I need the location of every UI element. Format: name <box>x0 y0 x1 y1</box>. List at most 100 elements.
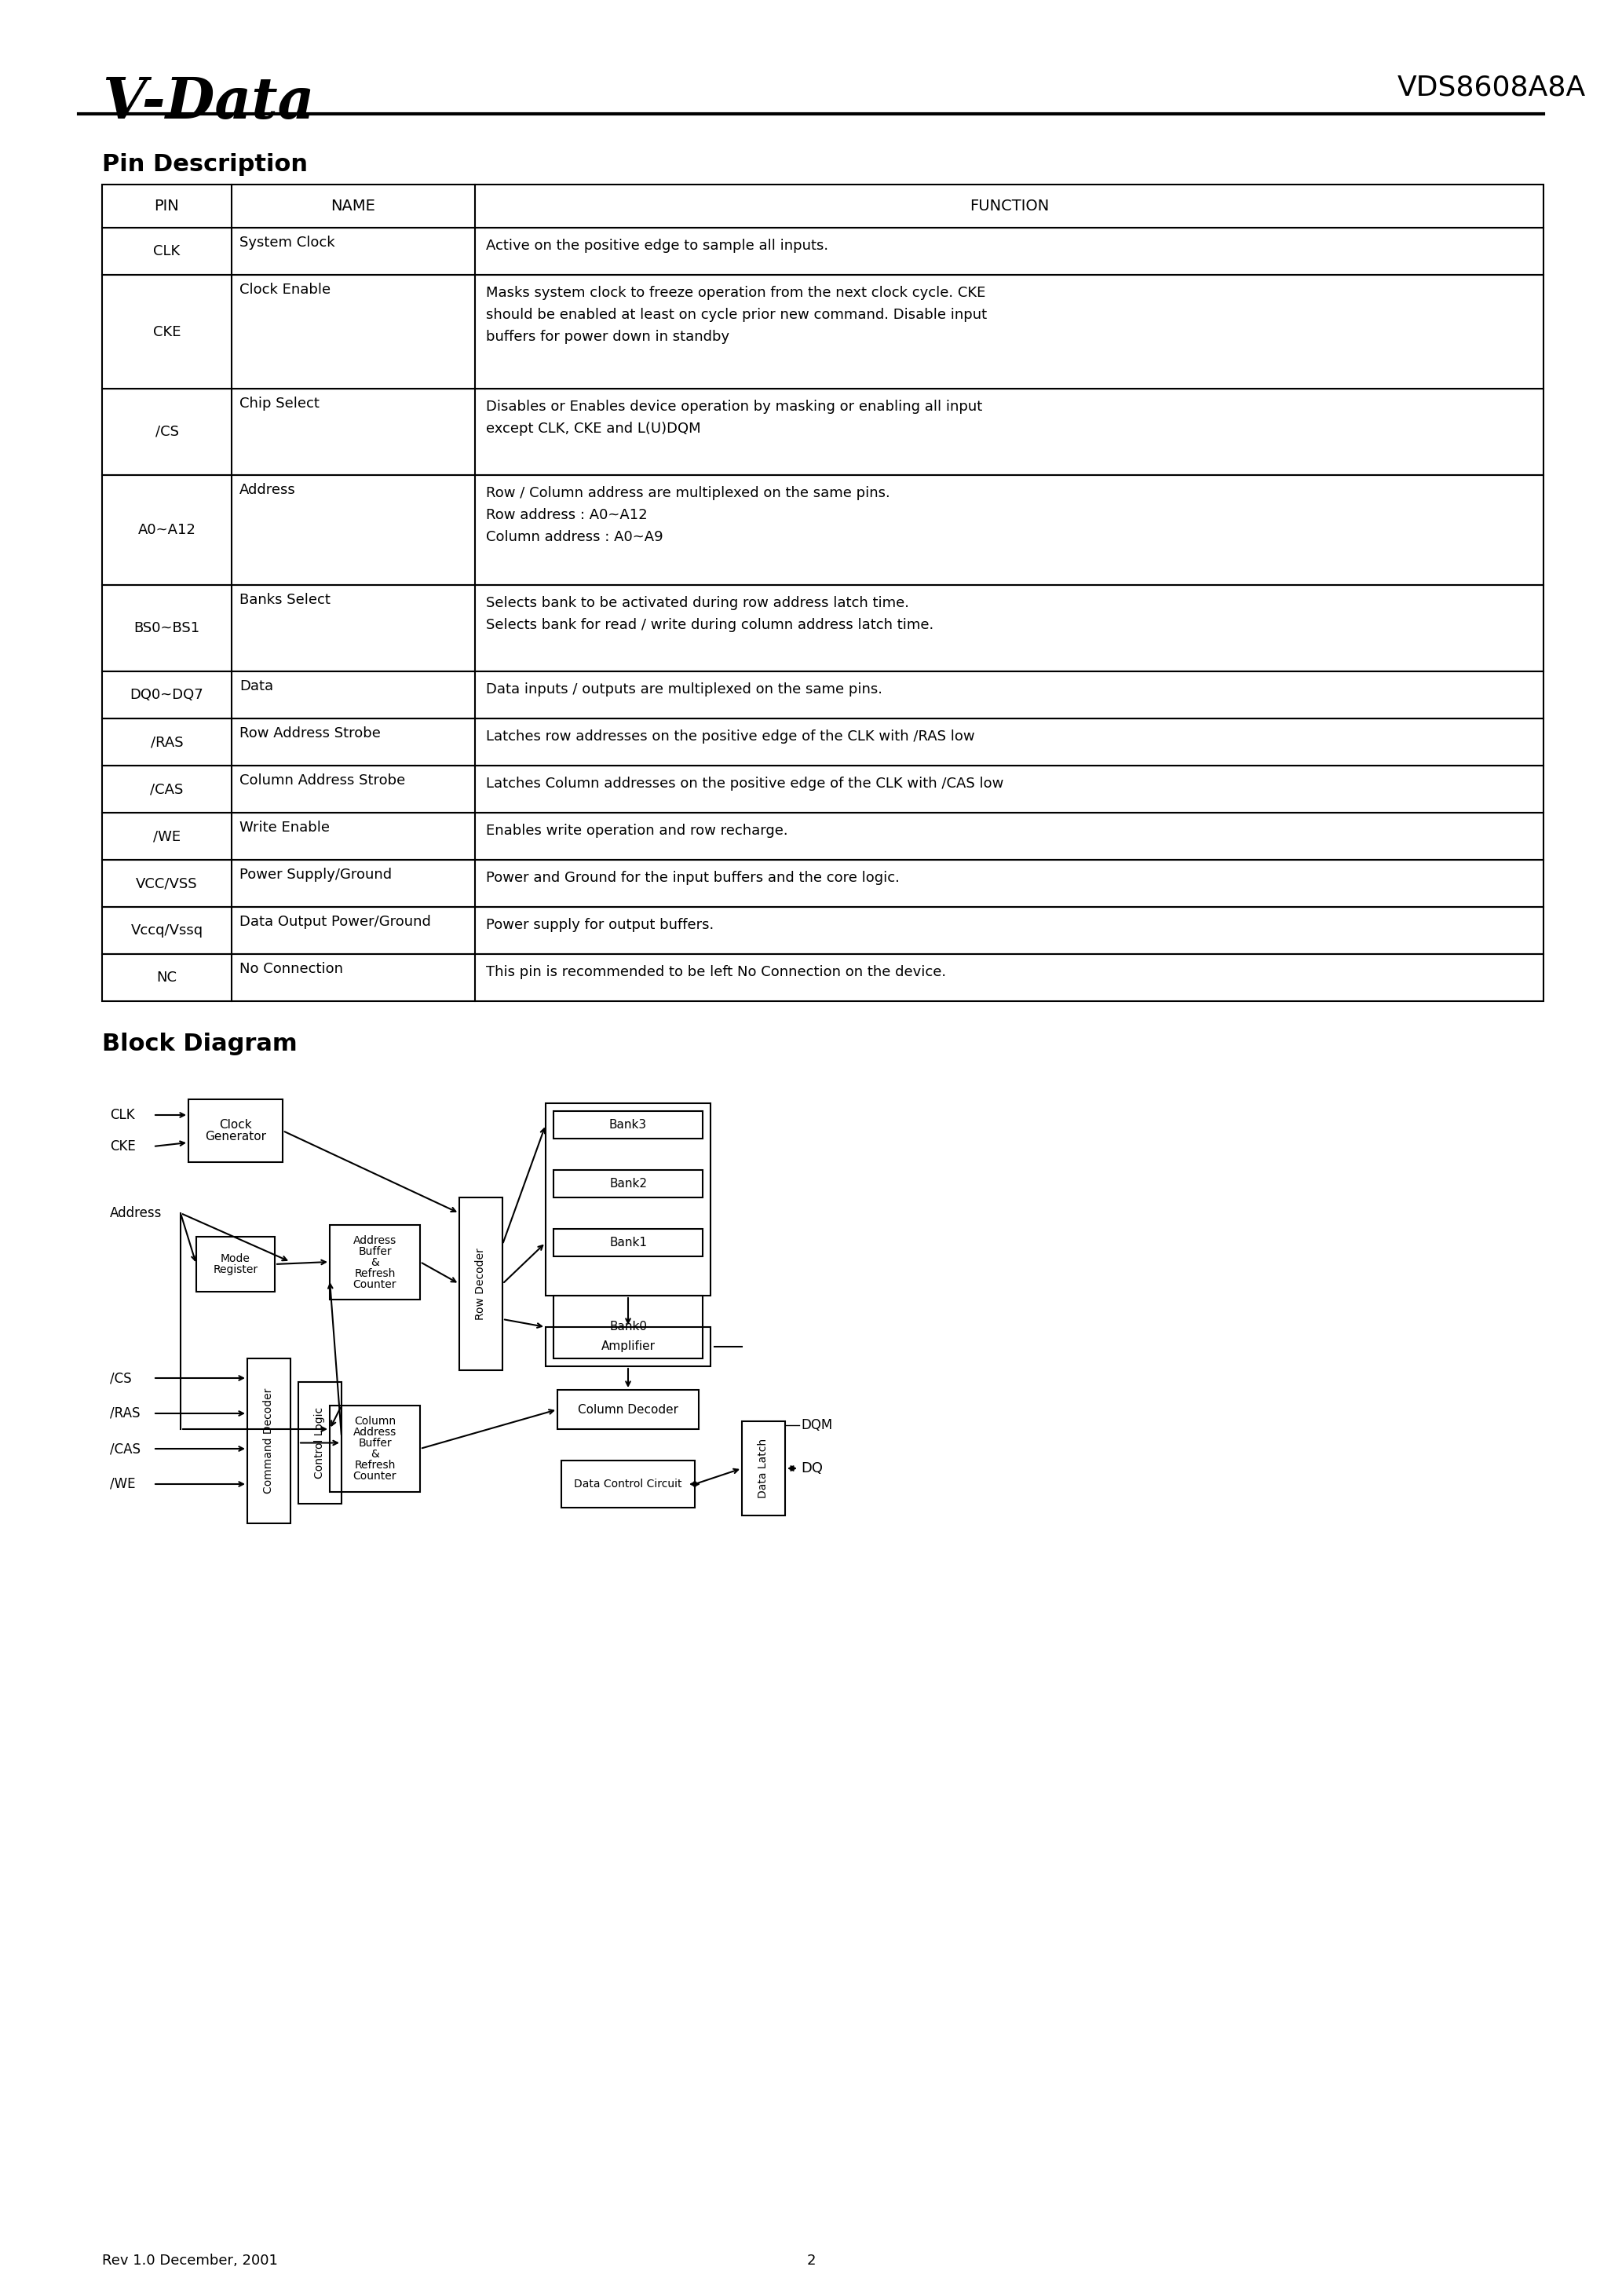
Text: /RAS: /RAS <box>110 1407 139 1421</box>
Bar <box>102 859 1544 907</box>
Text: Counter: Counter <box>354 1472 397 1481</box>
Text: NAME: NAME <box>331 200 376 214</box>
Text: Refresh: Refresh <box>354 1267 396 1279</box>
Bar <box>102 227 1544 276</box>
Text: V-Data: V-Data <box>102 73 315 131</box>
Bar <box>553 1171 702 1199</box>
Text: CKE: CKE <box>152 324 180 340</box>
Text: Selects bank for read / write during column address latch time.: Selects bank for read / write during col… <box>487 618 934 631</box>
Text: Enables write operation and row recharge.: Enables write operation and row recharge… <box>487 824 788 838</box>
Text: Data: Data <box>240 680 274 693</box>
Text: Buffer: Buffer <box>358 1437 391 1449</box>
Text: A0~A12: A0~A12 <box>138 523 196 537</box>
Bar <box>558 1389 699 1428</box>
Text: Register: Register <box>212 1265 258 1274</box>
Text: CKE: CKE <box>110 1139 136 1153</box>
Bar <box>102 719 1544 765</box>
Bar <box>561 1460 694 1508</box>
Text: No Connection: No Connection <box>240 962 344 976</box>
Text: Address: Address <box>240 482 295 496</box>
Text: FUNCTION: FUNCTION <box>970 200 1049 214</box>
Text: &: & <box>371 1256 380 1267</box>
Text: Column Address Strobe: Column Address Strobe <box>240 774 406 788</box>
Text: Row / Column address are multiplexed on the same pins.: Row / Column address are multiplexed on … <box>487 487 890 501</box>
Text: VDS8608A8A: VDS8608A8A <box>1398 73 1586 101</box>
Text: Buffer: Buffer <box>358 1247 391 1256</box>
Bar <box>102 955 1544 1001</box>
Text: 2: 2 <box>806 2255 816 2268</box>
Text: /CS: /CS <box>110 1371 131 1384</box>
Text: System Clock: System Clock <box>240 236 334 250</box>
Text: Latches Column addresses on the positive edge of the CLK with /CAS low: Latches Column addresses on the positive… <box>487 776 1004 790</box>
Bar <box>553 1295 702 1359</box>
Text: /WE: /WE <box>110 1476 135 1490</box>
Text: Refresh: Refresh <box>354 1460 396 1472</box>
Text: Column Decoder: Column Decoder <box>577 1403 678 1414</box>
Text: Write Enable: Write Enable <box>240 820 329 836</box>
Text: Column address : A0~A9: Column address : A0~A9 <box>487 530 663 544</box>
Bar <box>102 475 1544 585</box>
Bar <box>545 1104 710 1295</box>
Text: Address: Address <box>354 1235 396 1247</box>
Text: Power supply for output buffers.: Power supply for output buffers. <box>487 918 714 932</box>
Text: Data Output Power/Ground: Data Output Power/Ground <box>240 914 431 930</box>
Text: Power and Ground for the input buffers and the core logic.: Power and Ground for the input buffers a… <box>487 870 900 884</box>
Text: Rev 1.0 December, 2001: Rev 1.0 December, 2001 <box>102 2255 277 2268</box>
Text: Control Logic: Control Logic <box>315 1407 326 1479</box>
Text: Bank1: Bank1 <box>610 1238 647 1249</box>
Bar <box>298 1382 342 1504</box>
Text: Banks Select: Banks Select <box>240 592 331 606</box>
Text: Data Control Circuit: Data Control Circuit <box>574 1479 681 1490</box>
Text: Bank0: Bank0 <box>610 1320 647 1334</box>
Text: DQ0~DQ7: DQ0~DQ7 <box>130 689 204 703</box>
Text: Latches row addresses on the positive edge of the CLK with /RAS low: Latches row addresses on the positive ed… <box>487 730 975 744</box>
Text: Address: Address <box>354 1426 396 1437</box>
Text: DQ: DQ <box>801 1460 822 1476</box>
Bar <box>102 907 1544 955</box>
Text: /WE: /WE <box>152 829 180 843</box>
Text: Bank2: Bank2 <box>610 1178 647 1189</box>
Text: NC: NC <box>157 971 177 985</box>
Text: should be enabled at least on cycle prior new command. Disable input: should be enabled at least on cycle prio… <box>487 308 986 321</box>
Text: Command Decoder: Command Decoder <box>263 1389 274 1495</box>
Text: Masks system clock to freeze operation from the next clock cycle. CKE: Masks system clock to freeze operation f… <box>487 285 986 301</box>
Text: Power Supply/Ground: Power Supply/Ground <box>240 868 393 882</box>
Text: buffers for power down in standby: buffers for power down in standby <box>487 331 730 344</box>
Text: Selects bank to be activated during row address latch time.: Selects bank to be activated during row … <box>487 597 910 611</box>
Text: Block Diagram: Block Diagram <box>102 1033 297 1056</box>
Text: Counter: Counter <box>354 1279 397 1290</box>
Text: /CAS: /CAS <box>110 1442 141 1456</box>
Bar <box>102 276 1544 388</box>
Bar <box>102 670 1544 719</box>
Text: Mode: Mode <box>221 1254 250 1265</box>
Text: This pin is recommended to be left No Connection on the device.: This pin is recommended to be left No Co… <box>487 964 946 978</box>
Text: Clock: Clock <box>219 1118 251 1130</box>
Bar <box>102 388 1544 475</box>
Text: /CAS: /CAS <box>151 783 183 797</box>
Text: /RAS: /RAS <box>151 735 183 748</box>
Bar <box>102 765 1544 813</box>
Text: Vccq/Vssq: Vccq/Vssq <box>131 923 203 937</box>
Text: Active on the positive edge to sample all inputs.: Active on the positive edge to sample al… <box>487 239 829 253</box>
Bar <box>553 1111 702 1139</box>
Text: VCC/VSS: VCC/VSS <box>136 877 198 891</box>
Text: Row Address Strobe: Row Address Strobe <box>240 726 381 742</box>
Bar <box>102 813 1544 859</box>
Bar <box>102 184 1544 227</box>
Text: &: & <box>371 1449 380 1460</box>
Text: Row address : A0~A12: Row address : A0~A12 <box>487 507 647 521</box>
Text: Column: Column <box>354 1417 396 1426</box>
Bar <box>545 1327 710 1366</box>
Text: /CS: /CS <box>156 425 178 439</box>
Bar <box>196 1238 274 1293</box>
Text: Bank3: Bank3 <box>610 1118 647 1130</box>
Text: Amplifier: Amplifier <box>602 1341 655 1352</box>
Text: Data inputs / outputs are multiplexed on the same pins.: Data inputs / outputs are multiplexed on… <box>487 682 882 696</box>
Bar <box>329 1226 420 1300</box>
Bar <box>553 1228 702 1256</box>
Bar <box>741 1421 785 1515</box>
Text: PIN: PIN <box>154 200 180 214</box>
Text: Clock Enable: Clock Enable <box>240 282 331 296</box>
Bar <box>188 1100 282 1162</box>
Text: DQM: DQM <box>801 1419 832 1433</box>
